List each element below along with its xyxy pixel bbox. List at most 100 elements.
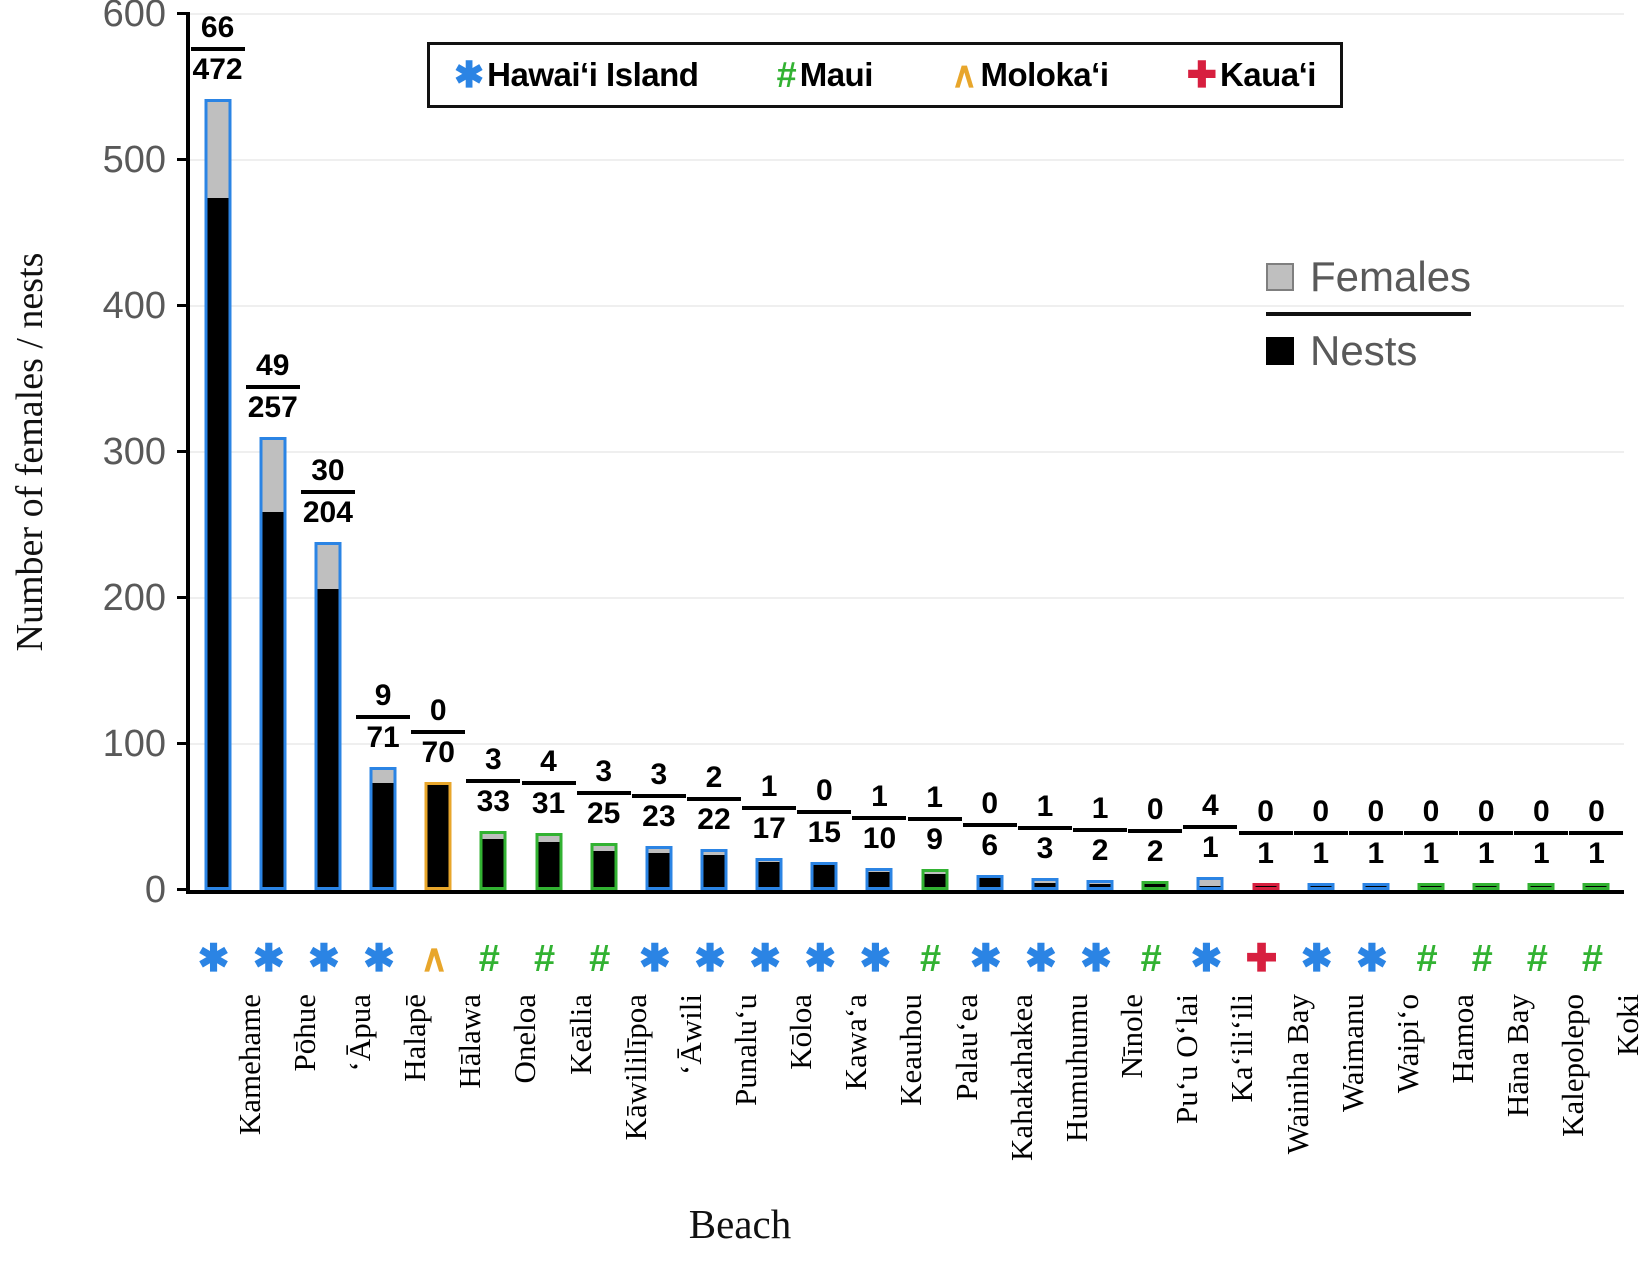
bar-Kawaʻa xyxy=(810,862,838,890)
fraction-label: 0 70 xyxy=(411,694,466,770)
beach-label-slot: Hamoa xyxy=(1399,994,1480,1214)
bar-slot: 49 257 xyxy=(245,14,300,890)
nests-segment xyxy=(427,784,449,887)
nests-segment xyxy=(1089,884,1111,887)
fraction-females-value: 2 xyxy=(686,761,741,801)
nests-segment xyxy=(1585,885,1607,887)
fraction-females-value: 0 xyxy=(797,774,852,815)
bar-slot: 3 25 xyxy=(576,14,631,890)
y-axis-title: Number of females / nests xyxy=(9,252,51,652)
fraction-nests-value: 25 xyxy=(586,797,621,831)
island-legend-entry: ✚ Kauaʻi xyxy=(1186,54,1317,95)
females-segment xyxy=(372,770,394,784)
bar-slot: 1 17 xyxy=(742,14,797,890)
nests-legend-label: Nests xyxy=(1310,327,1418,374)
island-symbol: ✱ xyxy=(252,938,285,980)
females-segment xyxy=(758,860,780,863)
fraction-females-value: 0 xyxy=(1569,795,1624,835)
x-axis-title: Beach xyxy=(688,1201,792,1247)
bar-Oneloa xyxy=(479,831,507,890)
kauai-symbol-icon: ✚ xyxy=(1186,54,1217,95)
fraction-females-value: 0 xyxy=(1128,793,1183,834)
island-symbol: # xyxy=(478,938,500,980)
bar-Palauʻea xyxy=(921,869,949,890)
y-tick-mark xyxy=(177,742,190,745)
nests-segment xyxy=(262,511,284,887)
females-segment xyxy=(482,834,504,839)
beach-label-slot: Palauʻea xyxy=(903,994,984,1214)
fraction-nests-value: 23 xyxy=(642,800,676,834)
island-symbol: # xyxy=(1140,938,1162,980)
island-symbol: # xyxy=(1526,938,1548,980)
island-symbol: ✱ xyxy=(804,938,837,980)
fraction-label: 3 25 xyxy=(576,755,631,831)
bar-Waimanu xyxy=(1307,882,1335,890)
bar-Keālia xyxy=(535,832,563,890)
gridline xyxy=(190,13,1624,15)
y-tick-mark xyxy=(177,12,190,15)
nests-segment xyxy=(207,197,229,887)
island-legend-entry: ✱ Hawaiʻi Island xyxy=(454,56,699,94)
island-symbol: ✱ xyxy=(307,938,340,980)
island-legend-box: ✱ Hawaiʻi Island # Maui ∧ Molokaʻi ✚ Kauaʻi xyxy=(427,42,1343,108)
y-tick-label: 500 xyxy=(102,139,166,181)
females-segment xyxy=(648,849,670,854)
beach-label-slot: Nīnole xyxy=(1069,994,1149,1214)
fraction-females-value: 0 xyxy=(1459,795,1514,835)
island-symbol: # xyxy=(589,938,611,980)
fraction-nests-value: 204 xyxy=(302,496,353,530)
fraction-label: 49 257 xyxy=(245,349,300,425)
bar-slot: 0 15 xyxy=(797,14,852,890)
fraction-nests-value: 1 xyxy=(1422,836,1440,870)
beach-label-slot: Wainiha Bay xyxy=(1234,994,1315,1214)
fraction-females-value: 0 xyxy=(1514,795,1569,835)
fraction-label: 3 33 xyxy=(466,743,521,819)
nests-segment xyxy=(538,841,560,887)
island-legend-entry: ∧ Molokaʻi xyxy=(951,54,1109,95)
y-tick-label: 100 xyxy=(102,723,166,765)
fraction-females-value: 0 xyxy=(411,694,466,734)
bar-Hālawa xyxy=(424,781,452,890)
beach-label-slot: Kahakahakea xyxy=(958,994,1039,1214)
fraction-label: 1 10 xyxy=(852,780,907,856)
beach-label-slot: Halapē xyxy=(351,994,432,1214)
fraction-nests-value: 2 xyxy=(1091,833,1109,867)
bar-slot: 3 23 xyxy=(631,14,686,890)
island-symbol: ✱ xyxy=(1355,938,1388,980)
beach-label: Koki xyxy=(1610,994,1646,1056)
fraction-nests-value: 3 xyxy=(1036,832,1054,866)
females-swatch xyxy=(1266,263,1294,291)
bar-slot: 1 10 xyxy=(852,14,907,890)
legend-row-nests: Nests xyxy=(1266,322,1471,380)
fraction-females-value: 0 xyxy=(962,787,1017,828)
bar-Kamehame xyxy=(204,98,232,890)
beach-label-slot: Puʻu Oʻlai xyxy=(1124,994,1204,1214)
females-segment xyxy=(703,851,725,855)
fraction-nests-value: 1 xyxy=(1477,836,1495,870)
island-legend-label: Hawaiʻi Island xyxy=(487,56,699,93)
bar-Koki xyxy=(1582,882,1610,890)
gridline xyxy=(190,743,1624,745)
molokai-symbol-icon: ∧ xyxy=(951,54,978,95)
nests-segment xyxy=(1365,885,1387,887)
fraction-nests-value: 1 xyxy=(1257,836,1274,870)
fraction-nests-value: 6 xyxy=(981,829,999,863)
fraction-females-value: 9 xyxy=(356,679,411,720)
gridline xyxy=(190,451,1624,453)
bar-ʻĀpua xyxy=(314,542,342,890)
gridline xyxy=(190,597,1624,599)
fraction-nests-value: 9 xyxy=(926,823,943,857)
bar-slot: 3 33 xyxy=(466,14,521,890)
fraction-females-value: 1 xyxy=(1073,792,1128,832)
females-segment xyxy=(1199,879,1221,886)
